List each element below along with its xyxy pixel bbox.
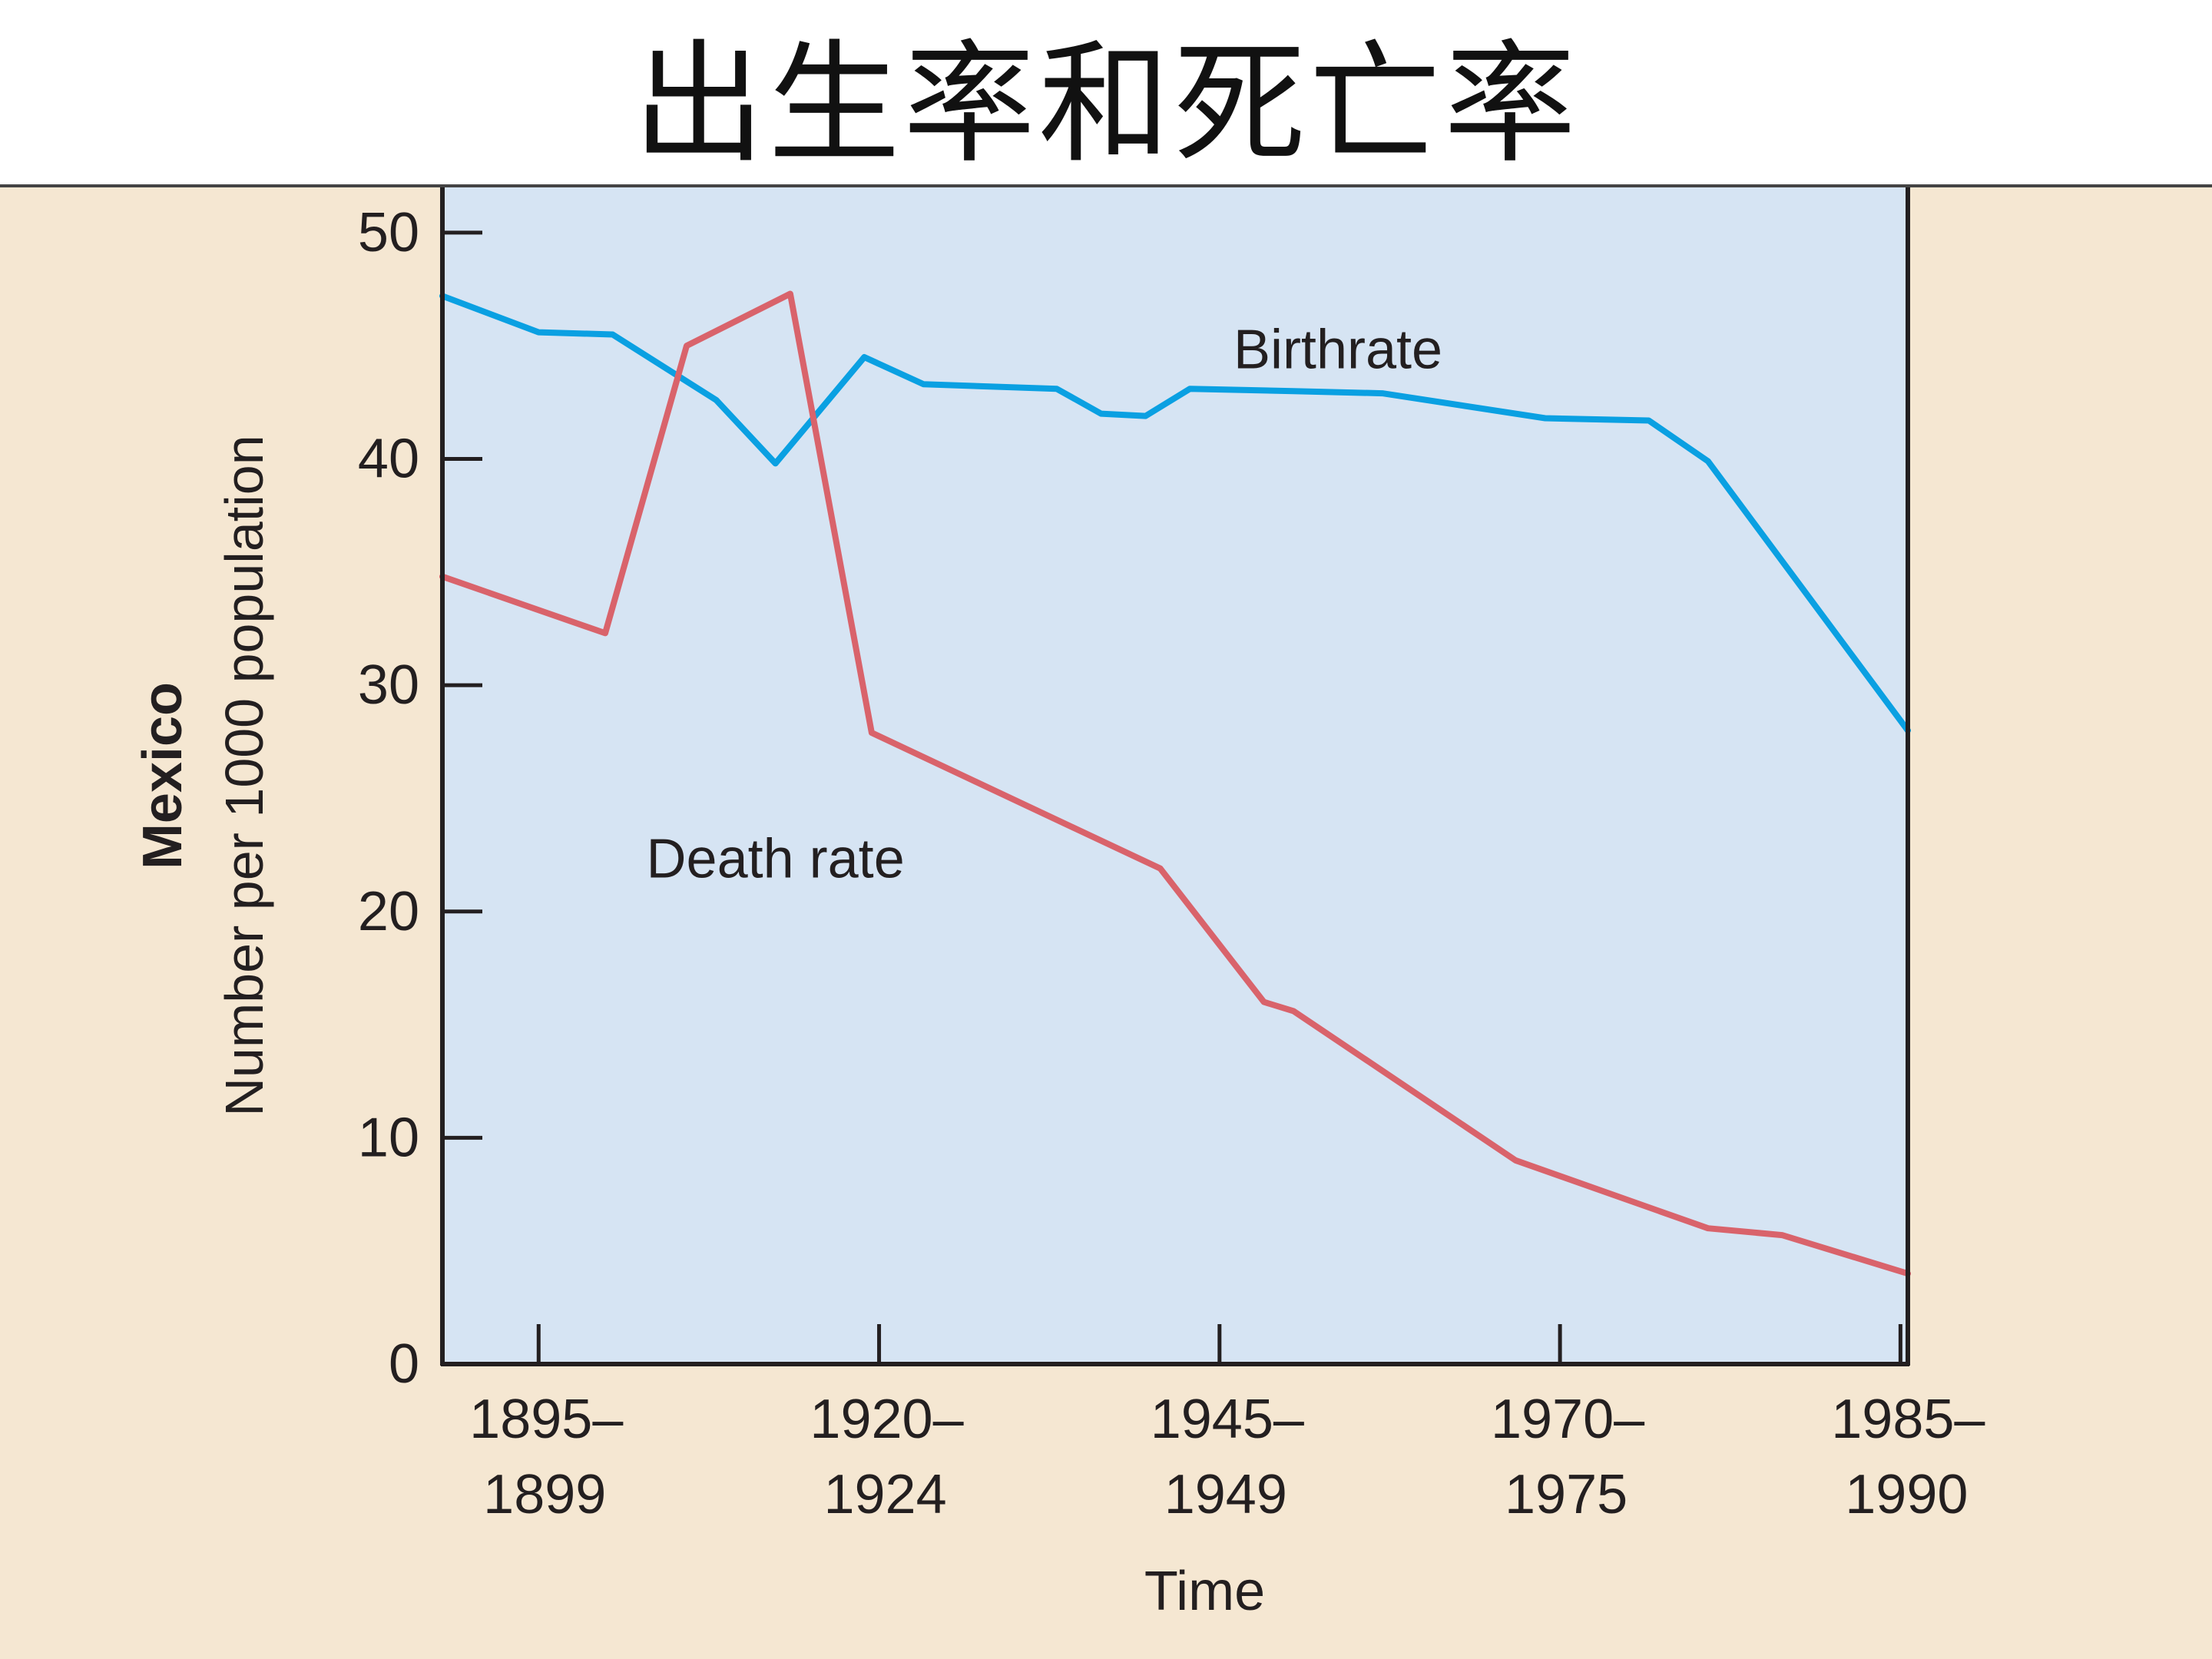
x-tick-label-line2: 1975 — [1505, 1464, 1628, 1525]
chart-figure: 0 10 20 30 40 50 1895– 1899 1920– 1924 1945– 1949 19… — [0, 184, 2212, 1659]
x-tick-label-line2: 1990 — [1845, 1464, 1968, 1525]
x-tick-label-line1: 1945– — [1151, 1389, 1305, 1450]
y-axis-country-label: Mexico — [132, 682, 194, 869]
series-labels-layer: Birthrate Death rate — [647, 320, 1443, 890]
x-axis-label: Time — [1144, 1561, 1265, 1622]
y-tick-label: 30 — [358, 654, 419, 716]
y-tick-label: 0 — [389, 1333, 419, 1395]
series-line-death-rate — [439, 290, 1911, 1277]
x-tick-label-line2: 1899 — [483, 1464, 606, 1525]
ticks-layer: 0 10 20 30 40 50 1895– 1899 1920– 1924 1945– 1949 19… — [358, 202, 1986, 1525]
y-tick-label: 40 — [358, 429, 419, 490]
y-axis-label: Number per 1000 population — [214, 435, 274, 1116]
series-label-death-rate: Death rate — [647, 829, 905, 890]
x-tick-label-line2: 1949 — [1164, 1464, 1287, 1525]
y-tick-label: 20 — [358, 881, 419, 942]
x-tick-label-line1: 1985– — [1831, 1389, 1985, 1450]
series-line-birthrate — [439, 293, 1911, 734]
y-tick-label: 10 — [358, 1107, 419, 1168]
y-tick-label: 50 — [358, 202, 419, 263]
line-chart: 0 10 20 30 40 50 1895– 1899 1920– 1924 1945– 1949 19… — [0, 187, 2212, 1659]
slide-title: 出生率和死亡率 — [633, 27, 1579, 181]
x-tick-label-line1: 1895– — [469, 1389, 624, 1450]
axes-layer — [440, 187, 1910, 1366]
y-axis-title: Mexico Number per 1000 population — [132, 435, 274, 1116]
series-label-birthrate: Birthrate — [1233, 320, 1442, 381]
x-tick-label-line1: 1920– — [810, 1389, 964, 1450]
series-layer — [439, 290, 1911, 1277]
x-tick-label-line2: 1924 — [823, 1464, 946, 1525]
x-tick-label-line1: 1970– — [1491, 1389, 1645, 1450]
